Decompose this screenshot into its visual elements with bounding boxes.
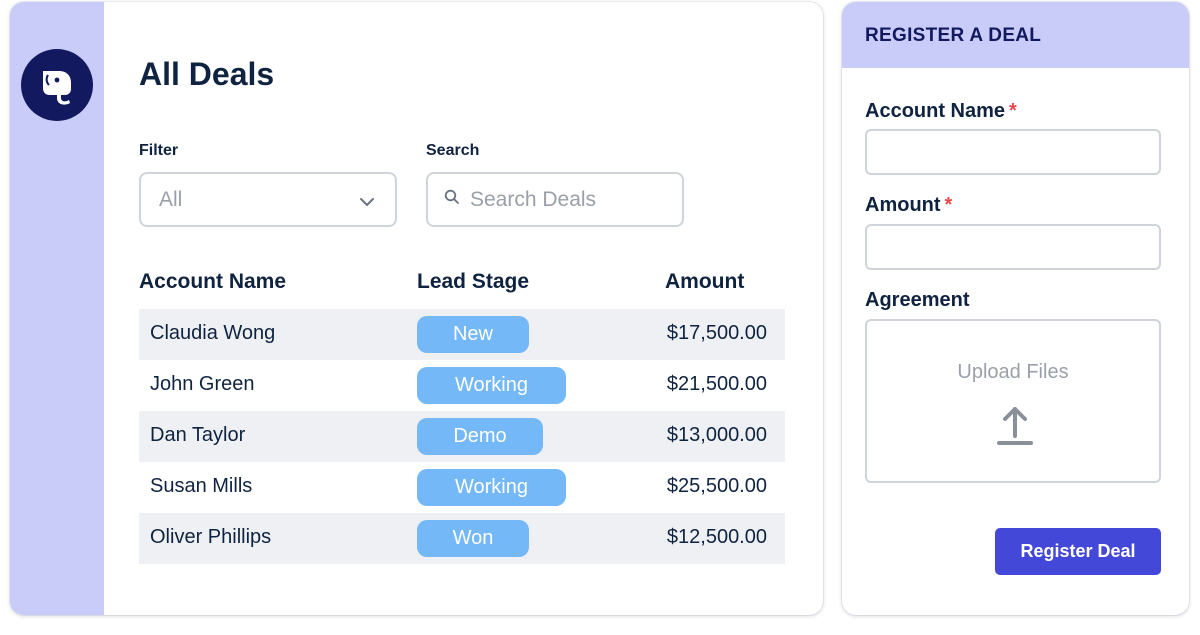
- account-name-cell: Susan Mills: [150, 475, 253, 497]
- table-row[interactable]: Susan Mills Working $25,500.00: [139, 462, 785, 513]
- upload-dropzone[interactable]: Upload Files: [865, 319, 1161, 483]
- search-label: Search: [426, 142, 480, 159]
- search-input[interactable]: [470, 187, 670, 212]
- lead-stage-badge: Working: [417, 469, 566, 506]
- register-deal-button[interactable]: Register Deal: [995, 528, 1161, 575]
- account-name-cell: Oliver Phillips: [150, 526, 272, 548]
- column-header-lead-stage: Lead Stage: [417, 270, 530, 293]
- upload-files-text: Upload Files: [957, 361, 1069, 383]
- table-row[interactable]: Dan Taylor Demo $13,000.00: [139, 411, 785, 462]
- account-name-label-text: Account Name: [865, 100, 1006, 122]
- required-mark: *: [1009, 100, 1017, 122]
- amount-field[interactable]: [865, 224, 1161, 270]
- filter-label: Filter: [139, 142, 179, 159]
- column-header-account-name: Account Name: [139, 270, 287, 293]
- search-icon: [444, 189, 460, 210]
- filter-select[interactable]: All: [139, 172, 397, 227]
- account-name-label: Account Name *: [865, 100, 1017, 123]
- lead-stage-badge: Demo: [417, 418, 543, 455]
- page-title: All Deals: [139, 56, 275, 92]
- register-title: REGISTER A DEAL: [865, 25, 1042, 46]
- table-row[interactable]: Claudia Wong New $17,500.00: [139, 309, 785, 360]
- amount-label: Amount *: [865, 194, 952, 217]
- agreement-label: Agreement: [865, 289, 970, 311]
- chevron-down-icon: [359, 192, 375, 216]
- deals-panel: All Deals Filter All Search Account Name…: [10, 2, 823, 615]
- amount-cell: $12,500.00: [666, 526, 767, 548]
- account-name-field[interactable]: [865, 129, 1161, 175]
- amount-label-text: Amount: [865, 194, 941, 216]
- amount-cell: $21,500.00: [666, 373, 767, 395]
- sidebar-rail: [10, 2, 104, 615]
- filter-value: All: [159, 187, 183, 211]
- register-deal-panel: REGISTER A DEAL Account Name * Amount * Ag…: [842, 2, 1189, 615]
- account-name-cell: Claudia Wong: [150, 322, 276, 344]
- table-row[interactable]: John Green Working $21,500.00: [139, 360, 785, 411]
- lead-stage-badge: Won: [417, 520, 529, 557]
- amount-cell: $13,000.00: [666, 424, 767, 446]
- register-header: REGISTER A DEAL: [842, 2, 1189, 68]
- lead-stage-badge: Working: [417, 367, 566, 404]
- upload-arrow-icon: [996, 403, 1034, 452]
- amount-cell: $17,500.00: [666, 322, 767, 344]
- elephant-logo-icon[interactable]: [21, 49, 93, 121]
- table-row[interactable]: Oliver Phillips Won $12,500.00: [139, 513, 785, 564]
- account-name-cell: Dan Taylor: [150, 424, 246, 446]
- amount-cell: $25,500.00: [666, 475, 767, 497]
- column-header-amount: Amount: [665, 270, 745, 293]
- search-box[interactable]: [426, 172, 684, 227]
- lead-stage-badge: New: [417, 316, 529, 353]
- account-name-cell: John Green: [150, 373, 255, 395]
- required-mark: *: [944, 194, 953, 216]
